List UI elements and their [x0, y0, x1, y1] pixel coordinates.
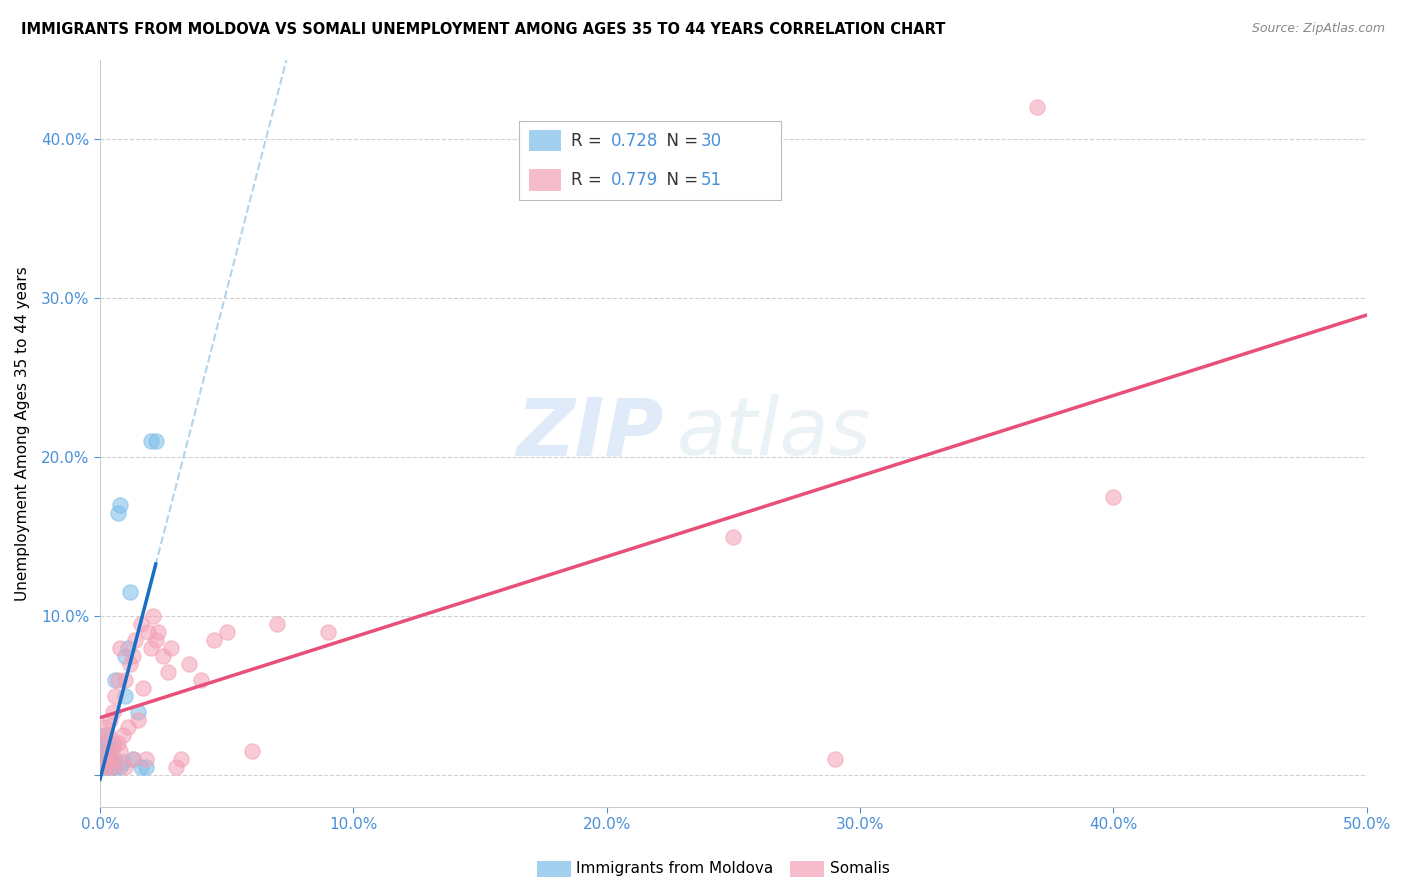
Text: N =: N =: [655, 171, 703, 189]
Point: [202, 633, 225, 648]
Point: [114, 673, 136, 687]
Point: [94, 752, 117, 766]
Text: IMMIGRANTS FROM MOLDOVA VS SOMALI UNEMPLOYMENT AMONG AGES 35 TO 44 YEARS CORRELA: IMMIGRANTS FROM MOLDOVA VS SOMALI UNEMPL…: [21, 22, 945, 37]
Point: [142, 609, 165, 624]
Text: R =: R =: [571, 131, 607, 150]
Text: 51: 51: [700, 171, 721, 189]
Point: [111, 756, 134, 770]
Point: [110, 640, 132, 655]
Point: [94, 728, 117, 742]
Point: [101, 760, 124, 774]
Point: [129, 617, 152, 632]
Point: [266, 617, 288, 632]
Point: [104, 752, 127, 766]
Point: [114, 648, 136, 663]
Text: Somalis: Somalis: [830, 862, 890, 876]
Point: [101, 736, 124, 750]
Point: [215, 625, 238, 640]
Point: [316, 625, 339, 640]
Point: [97, 736, 120, 750]
Point: [101, 739, 124, 754]
Point: [170, 752, 193, 766]
Text: ZIP: ZIP: [516, 394, 664, 472]
Point: [145, 633, 167, 648]
Point: [97, 752, 120, 766]
Point: [91, 744, 114, 758]
Point: [107, 736, 129, 750]
Point: [157, 665, 180, 679]
Point: [190, 673, 212, 687]
Point: [114, 689, 136, 703]
Point: [114, 760, 136, 774]
Point: [104, 673, 127, 687]
Point: [110, 744, 132, 758]
Point: [98, 713, 121, 727]
Point: [135, 752, 157, 766]
Point: [111, 728, 134, 742]
Point: [132, 681, 155, 695]
Point: [101, 760, 124, 774]
Point: [117, 721, 139, 735]
Point: [94, 752, 117, 766]
Point: [107, 673, 129, 687]
Point: [94, 721, 117, 735]
Point: [91, 760, 114, 774]
Point: [152, 648, 174, 663]
Point: [120, 657, 142, 671]
Point: [101, 705, 124, 719]
Point: [160, 640, 183, 655]
Point: [104, 760, 127, 774]
Point: [124, 633, 146, 648]
Point: [122, 752, 145, 766]
Point: [1102, 490, 1125, 504]
Point: [97, 728, 120, 742]
Point: [110, 760, 132, 774]
Point: [177, 657, 200, 671]
Point: [122, 648, 145, 663]
Text: 0.779: 0.779: [610, 171, 658, 189]
Point: [135, 760, 157, 774]
Point: [723, 530, 745, 544]
Point: [94, 760, 117, 774]
Point: [139, 640, 162, 655]
Point: [97, 760, 120, 774]
Point: [104, 689, 127, 703]
Point: [165, 760, 187, 774]
Point: [98, 760, 121, 774]
Point: [127, 713, 149, 727]
Point: [98, 752, 121, 766]
Text: Source: ZipAtlas.com: Source: ZipAtlas.com: [1251, 22, 1385, 36]
Text: R =: R =: [571, 171, 607, 189]
Point: [240, 744, 263, 758]
Point: [136, 625, 159, 640]
Point: [91, 736, 114, 750]
Text: atlas: atlas: [676, 394, 872, 472]
Point: [148, 625, 170, 640]
Point: [145, 434, 167, 449]
Point: [107, 506, 129, 520]
Point: [101, 756, 124, 770]
Text: 30: 30: [700, 131, 721, 150]
Point: [98, 744, 121, 758]
Point: [1026, 100, 1049, 114]
Point: [97, 760, 120, 774]
Point: [824, 752, 846, 766]
Point: [129, 760, 152, 774]
Point: [127, 705, 149, 719]
Point: [97, 744, 120, 758]
Point: [98, 752, 121, 766]
Text: Immigrants from Moldova: Immigrants from Moldova: [576, 862, 773, 876]
Point: [122, 752, 145, 766]
Point: [117, 640, 139, 655]
Y-axis label: Unemployment Among Ages 35 to 44 years: Unemployment Among Ages 35 to 44 years: [15, 266, 30, 600]
Point: [110, 498, 132, 512]
Point: [120, 585, 142, 599]
Text: N =: N =: [655, 131, 703, 150]
Point: [139, 434, 162, 449]
Point: [91, 760, 114, 774]
Text: 0.728: 0.728: [610, 131, 658, 150]
